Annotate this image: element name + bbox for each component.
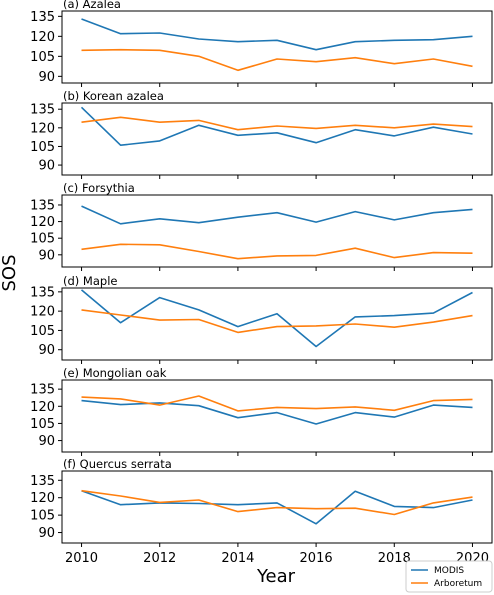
y-tick-label: 105 <box>30 140 55 155</box>
chart-panel: (f) Quercus serrata 90 105 120 135 2010 2012 20… <box>30 457 493 566</box>
series-line-modis <box>81 489 473 525</box>
legend: MODIS Arboretum <box>405 560 493 593</box>
y-tick-label: 105 <box>30 232 55 247</box>
legend-box <box>405 560 493 593</box>
plot-frame <box>61 10 493 84</box>
plot-frame <box>61 470 493 544</box>
series-line-modis <box>80 106 473 146</box>
y-tick-label: 90 <box>38 434 55 449</box>
x-tick-label: 2018 <box>378 551 411 566</box>
y-tick-label: 90 <box>38 526 55 541</box>
series-line-arboretum <box>81 395 473 412</box>
x-axis-title: Year <box>256 566 296 587</box>
y-tick-label: 120 <box>30 400 55 415</box>
plot-frame <box>61 379 493 453</box>
y-tick-label: 120 <box>30 215 55 230</box>
y-tick-label: 135 <box>30 383 55 398</box>
y-tick-label: 90 <box>38 248 55 263</box>
y-tick-label: 90 <box>38 70 55 85</box>
plot-frame <box>61 102 493 176</box>
panel-title: (e) Mongolian oak <box>63 366 167 380</box>
series-line-modis <box>80 289 473 348</box>
panel-title: (d) Maple <box>63 274 117 288</box>
legend-label-arboretum: Arboretum <box>434 579 482 589</box>
plot-frame <box>61 194 493 268</box>
y-tick-label: 120 <box>30 121 55 136</box>
y-axis-title: SOS <box>0 254 20 291</box>
y-tick-label: 90 <box>38 159 55 174</box>
panel-title: (a) Azalea <box>63 0 121 11</box>
y-tick-label: 105 <box>30 324 55 339</box>
y-tick-label: 105 <box>30 509 55 524</box>
panel-title: (b) Korean azalea <box>63 89 164 103</box>
series-line-modis <box>81 18 473 51</box>
series-line-arboretum <box>81 243 473 260</box>
y-tick-label: 120 <box>30 305 55 320</box>
series-line-arboretum <box>81 309 473 334</box>
y-tick-label: 135 <box>30 103 55 118</box>
chart-panel: (e) Mongolian oak 90 105 120 135 <box>30 366 493 456</box>
y-tick-label: 105 <box>30 417 55 432</box>
x-tick-label: 2012 <box>143 551 176 566</box>
chart-panel: (d) Maple 90 105 120 135 <box>30 274 493 364</box>
series-line-arboretum <box>81 116 473 131</box>
series-line-modis <box>81 205 473 225</box>
y-tick-label: 105 <box>30 50 55 65</box>
y-tick-label: 120 <box>30 30 55 45</box>
chart-panel: (a) Azalea 90 105 120 135 <box>30 0 493 87</box>
series-line-arboretum <box>81 489 473 516</box>
x-tick-label: 2016 <box>300 551 333 566</box>
y-tick-label: 120 <box>30 491 55 506</box>
panel-title: (c) Forsythia <box>63 181 135 195</box>
y-tick-label: 135 <box>30 474 55 489</box>
legend-label-modis: MODIS <box>434 566 464 576</box>
y-tick-label: 135 <box>30 285 55 300</box>
panel-title: (f) Quercus serrata <box>63 457 172 471</box>
y-tick-label: 90 <box>38 343 55 358</box>
x-tick-label: 2010 <box>65 551 98 566</box>
plot-frame <box>61 287 493 361</box>
series-line-arboretum <box>81 48 473 72</box>
y-tick-label: 135 <box>30 10 55 25</box>
chart-panel: (b) Korean azalea 90 105 120 135 <box>30 89 493 179</box>
x-tick-label: 2014 <box>221 551 254 566</box>
y-tick-label: 135 <box>30 198 55 213</box>
